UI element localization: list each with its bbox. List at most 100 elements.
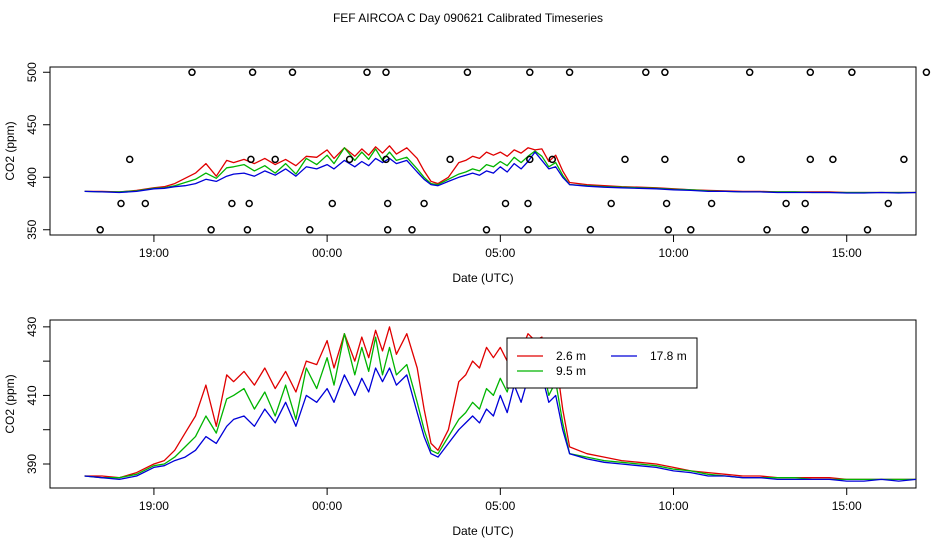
bottom-x-tick-label: 00:00 xyxy=(312,499,342,513)
top-y-tick-label: 350 xyxy=(25,219,39,239)
marker-point xyxy=(900,155,908,164)
marker-point xyxy=(586,226,595,234)
marker-point xyxy=(248,68,257,77)
marker-point xyxy=(621,155,629,164)
marker-point xyxy=(642,68,650,77)
marker-point xyxy=(806,68,815,77)
bottom-y-axis-label: CO2 (ppm) xyxy=(3,374,17,433)
top-series-17-8-m xyxy=(84,151,917,194)
bottom-x-tick-label: 19:00 xyxy=(139,499,169,513)
top-series-2-6-m xyxy=(84,145,916,194)
marker-point xyxy=(228,199,236,208)
top-x-tick-label: 10:00 xyxy=(659,246,689,260)
bottom-x-tick-label: 10:00 xyxy=(659,499,689,513)
top-series-9-5-m xyxy=(84,147,916,194)
top-y-tick-label: 400 xyxy=(25,167,39,187)
marker-point xyxy=(737,155,745,164)
marker-point xyxy=(524,199,532,208)
marker-point xyxy=(801,226,809,234)
marker-point xyxy=(446,155,454,164)
bottom-y-ticks: 390 410 430 xyxy=(25,317,50,474)
marker-point xyxy=(96,226,104,234)
marker-point xyxy=(863,226,872,234)
marker-point xyxy=(801,199,809,208)
bottom-x-tick-label: 15:00 xyxy=(832,499,862,513)
marker-point xyxy=(664,226,673,234)
top-x-axis-label: Date (UTC) xyxy=(452,271,513,285)
marker-point xyxy=(382,68,390,77)
marker-point xyxy=(607,199,615,208)
marker-point xyxy=(548,155,557,164)
top-x-tick-label: 19:00 xyxy=(139,246,169,260)
marker-point xyxy=(884,199,893,208)
bottom-y-tick-label: 410 xyxy=(25,385,39,405)
marker-point xyxy=(662,199,671,208)
marker-point xyxy=(526,155,534,164)
marker-point xyxy=(117,199,125,208)
marker-point xyxy=(408,226,416,234)
marker-point xyxy=(463,68,472,77)
marker-point xyxy=(288,68,297,77)
marker-point xyxy=(482,226,491,234)
marker-point xyxy=(687,226,695,234)
top-markers xyxy=(96,68,931,234)
top-panel: 19:00 00:00 05:00 10:00 15:00 350 400 450 500 D… xyxy=(3,62,931,285)
top-plot-frame xyxy=(49,66,917,236)
marker-point xyxy=(383,226,392,234)
marker-point xyxy=(922,68,931,77)
bottom-series-lines xyxy=(84,326,917,482)
legend-label-17-8m: 17.8 m xyxy=(650,349,687,363)
marker-point xyxy=(125,155,134,164)
marker-point xyxy=(661,155,669,164)
legend: 2.6 m 17.8 m 9.5 m xyxy=(506,337,698,389)
chart-title: FEF AIRCOA C Day 090621 Calibrated Times… xyxy=(333,11,603,25)
marker-point xyxy=(565,68,574,77)
bottom-panel: 19:00 00:00 05:00 10:00 15:00 390 410 430 Date… xyxy=(3,317,917,538)
marker-point xyxy=(526,68,534,77)
top-y-tick-label: 500 xyxy=(25,62,39,82)
marker-point xyxy=(707,199,716,208)
marker-point xyxy=(806,155,815,164)
top-y-tick-label: 450 xyxy=(25,114,39,134)
bottom-x-ticks: 19:00 00:00 05:00 10:00 15:00 xyxy=(139,488,862,513)
marker-point xyxy=(420,199,428,208)
top-series-lines xyxy=(84,145,917,194)
marker-point xyxy=(245,199,253,208)
bottom-x-axis-label: Date (UTC) xyxy=(452,524,513,538)
top-y-axis-label: CO2 (ppm) xyxy=(3,121,17,180)
bottom-y-tick-label: 430 xyxy=(25,317,39,337)
top-y-ticks: 350 400 450 500 xyxy=(25,62,50,240)
legend-box xyxy=(506,337,698,389)
marker-point xyxy=(247,155,255,164)
legend-label-9-5m: 9.5 m xyxy=(556,364,586,378)
marker-point xyxy=(524,226,532,234)
marker-point xyxy=(345,155,354,164)
marker-point xyxy=(207,226,215,234)
marker-point xyxy=(745,68,754,77)
marker-point xyxy=(141,199,150,208)
marker-point xyxy=(363,68,371,77)
marker-point xyxy=(188,68,196,77)
marker-point xyxy=(848,68,856,77)
marker-point xyxy=(661,68,669,77)
marker-point xyxy=(243,226,252,234)
bottom-series-17-8-m xyxy=(84,346,917,482)
marker-point xyxy=(763,226,771,234)
marker-point xyxy=(383,199,392,208)
marker-point xyxy=(382,155,390,164)
legend-label-2-6m: 2.6 m xyxy=(556,349,586,363)
marker-point xyxy=(328,199,337,208)
marker-point xyxy=(306,226,314,234)
bottom-series-2-6-m xyxy=(84,326,916,481)
marker-point xyxy=(501,199,510,208)
top-x-ticks: 19:00 00:00 05:00 10:00 15:00 xyxy=(139,235,862,260)
marker-point xyxy=(829,155,837,164)
marker-point xyxy=(271,155,279,164)
top-x-tick-label: 00:00 xyxy=(312,246,342,260)
bottom-series-9-5-m xyxy=(84,333,916,481)
top-x-tick-label: 05:00 xyxy=(485,246,515,260)
top-x-tick-label: 15:00 xyxy=(832,246,862,260)
bottom-plot-frame xyxy=(49,319,917,489)
marker-point xyxy=(782,199,790,208)
